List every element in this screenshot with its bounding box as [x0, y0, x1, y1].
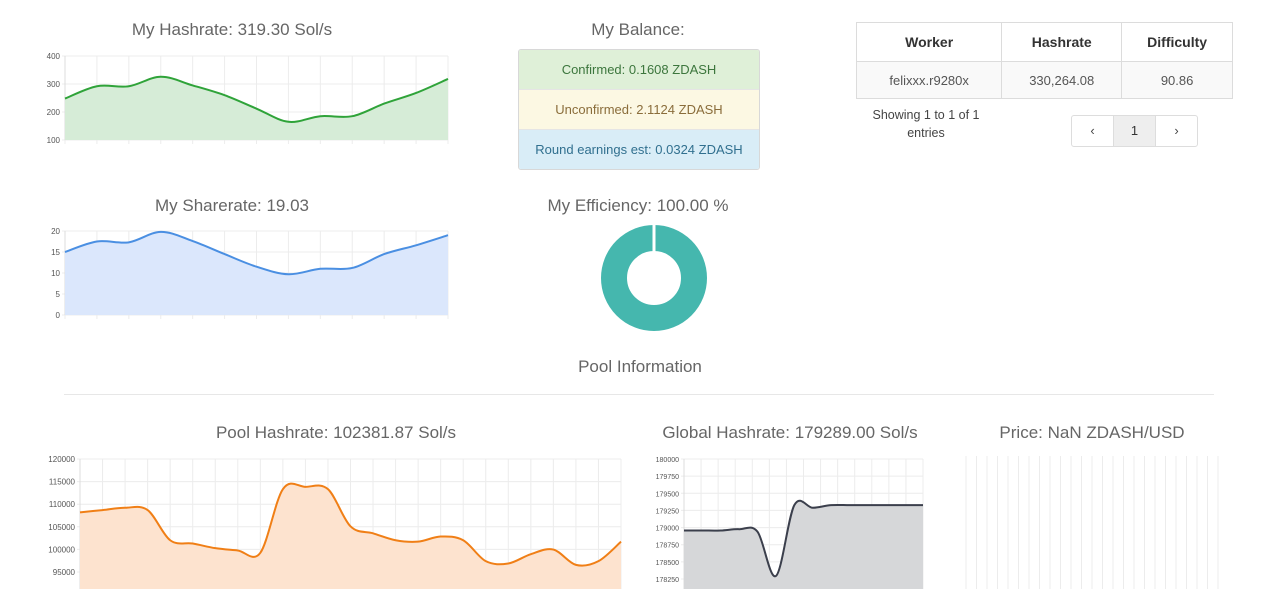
pagination-next-button[interactable]: ›	[1155, 116, 1197, 146]
pool-info-title: Pool Information	[578, 357, 702, 376]
balance-unconfirmed: Unconfirmed: 2.1124 ZDASH	[519, 89, 759, 129]
pagination-prev-button[interactable]: ‹	[1090, 123, 1095, 138]
global-hashrate-chart: 180000 179750 179500 179250 179000 178750 1785…	[640, 452, 930, 589]
price-title: Price: NaN ZDASH/USD	[999, 423, 1185, 442]
my_hashrate-line	[64, 75, 449, 123]
global_hashrate-y-tick-label: 179750	[656, 474, 679, 481]
balance-title: My Balance:	[591, 20, 685, 39]
my-sharerate-svg: 20 15 10 5 0	[51, 227, 449, 320]
my_sharerate-y-tick-label: 10	[51, 269, 60, 278]
workers-table-header: Worker Hashrate Difficulty	[855, 22, 1233, 62]
table-row: felixxx.r9280x 330,264.08 90.86	[855, 61, 1233, 99]
global-hashrate-svg: 180000 179750 179500 179250 179000 178750 1785…	[656, 457, 924, 589]
my-hashrate-title: My Hashrate: 319.30 Sol/s	[131, 20, 333, 39]
global_hashrate-y-tick-label: 180000	[656, 457, 679, 464]
price-svg	[965, 456, 1219, 589]
my-sharerate-title: My Sharerate: 19.03	[154, 196, 310, 215]
efficiency-title: My Efficiency: 100.00 %	[547, 196, 729, 215]
workers-table: Worker Hashrate Difficulty felixxx.r9280…	[855, 22, 1233, 99]
section-divider	[64, 394, 1214, 395]
my_sharerate-area	[65, 231, 448, 315]
pool_hashrate-line	[79, 482, 622, 567]
header-worker[interactable]: Worker	[855, 22, 1003, 62]
global_hashrate-y-tick-label: 179000	[656, 526, 679, 533]
efficiency-donut-svg	[601, 223, 707, 331]
global_hashrate-line	[684, 499, 923, 578]
my-hashrate-svg: 400 300 200 100	[47, 52, 449, 145]
worker-difficulty-cell: 90.86	[1121, 61, 1233, 99]
my-sharerate-chart: 20 15 10 5 0	[20, 226, 460, 326]
efficiency-chart	[598, 222, 710, 334]
pool-hashrate-chart: 120000 115000 110000 105000 100000 95000	[40, 452, 630, 589]
my_sharerate-y-tick-label: 15	[51, 248, 60, 257]
global-hashrate-title: Global Hashrate: 179289.00 Sol/s	[662, 423, 918, 442]
pool_hashrate-y-tick-label: 100000	[48, 545, 75, 554]
my_sharerate-y-tick-label: 0	[56, 311, 61, 320]
pool_hashrate-y-tick-label: 95000	[53, 568, 76, 577]
pool-hashrate-title: Pool Hashrate: 102381.87 Sol/s	[215, 423, 457, 442]
pool_hashrate-y-tick-label: 120000	[48, 455, 75, 464]
my_sharerate-line	[64, 230, 449, 276]
my_sharerate-y-tick-label: 5	[56, 290, 61, 299]
pool_hashrate-y-tick-label: 115000	[49, 478, 76, 487]
my_hashrate-area	[65, 76, 448, 140]
pool-hashrate-svg: 120000 115000 110000 105000 100000 95000	[48, 455, 622, 589]
global_hashrate-y-tick-label: 179500	[656, 491, 679, 498]
header-hashrate[interactable]: Hashrate	[1001, 22, 1123, 62]
my_sharerate-y-tick-label: 20	[51, 227, 60, 236]
my_hashrate-y-tick-label: 100	[47, 136, 61, 145]
price-chart	[962, 452, 1232, 589]
pagination-page-1[interactable]: 1	[1113, 116, 1155, 146]
global_hashrate-y-tick-label: 178500	[656, 560, 679, 567]
worker-hashrate-cell: 330,264.08	[1001, 61, 1123, 99]
global_hashrate-area	[684, 500, 923, 589]
my-hashrate-chart: 400 300 200 100	[20, 52, 460, 152]
global_hashrate-y-tick-label: 178750	[656, 543, 679, 550]
balance-round-earnings: Round earnings est: 0.0324 ZDASH	[519, 129, 759, 169]
header-difficulty[interactable]: Difficulty	[1121, 22, 1233, 62]
balance-confirmed: Confirmed: 0.1608 ZDASH	[519, 50, 759, 89]
pagination: ‹ 1 ›	[1071, 115, 1198, 147]
balance-panel: Confirmed: 0.1608 ZDASH Unconfirmed: 2.1…	[518, 49, 760, 170]
pool_hashrate-y-tick-label: 105000	[48, 523, 75, 532]
pool_hashrate-area	[80, 483, 621, 589]
my_hashrate-y-tick-label: 400	[47, 52, 61, 61]
worker-name-cell: felixxx.r9280x	[855, 61, 1003, 99]
my_hashrate-y-tick-label: 300	[47, 80, 61, 89]
pool_hashrate-y-tick-label: 110000	[49, 500, 76, 509]
global_hashrate-y-tick-label: 179250	[656, 508, 679, 515]
my_hashrate-y-tick-label: 200	[47, 108, 61, 117]
global_hashrate-y-tick-label: 178250	[656, 577, 679, 584]
table-info: Showing 1 to 1 of 1 entries	[872, 108, 980, 140]
